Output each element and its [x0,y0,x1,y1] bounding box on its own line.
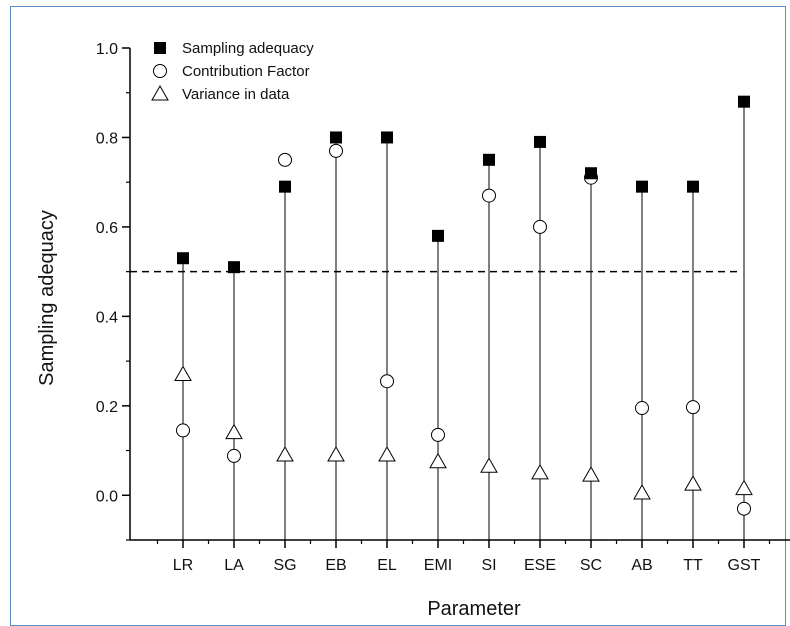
y-axis-title: Sampling adequacy [36,210,58,386]
circle-marker-emi [431,427,445,442]
triangle-marker-el [378,446,396,462]
square-marker-si [483,153,495,166]
square-marker-eb [330,131,342,144]
circle-marker-la [227,448,241,463]
triangle-marker-la [225,423,243,440]
stems-group [182,101,745,540]
square-marker-el [381,131,393,144]
square-marker-sc [585,167,597,180]
circle-marker-si [482,188,496,203]
x-tick-label-si: SI [481,557,496,574]
legend-marker-2 [153,64,167,78]
circle-marker-ese [533,219,547,234]
x-axis-title: Parameter [427,598,521,620]
x-tick-label-lr: LR [173,557,193,574]
triangle-marker-eb [327,446,345,462]
legend-marker-1 [154,42,166,54]
x-tick-label-sc: SC [580,557,602,574]
triangle-marker-sg [276,446,294,462]
square-marker-tt [687,180,699,193]
x-tick-label-el: EL [377,557,397,574]
x-tick-label-ese: ESE [524,557,556,574]
y-tick-label: 0.6 [96,220,118,237]
square-marker-sg [279,180,291,193]
markers-group [174,95,753,516]
axes-group: 0.0 0.2 0.4 0.6 0.8 1.0 LR LA SG EB EL EMI SI ESE SC AB… [96,41,790,574]
triangle-marker-ese [531,463,549,480]
triangle-marker-gst [735,479,753,496]
legend-label-2: Contribution Factor [182,63,310,80]
triangle-marker-si [480,457,498,473]
triangle-marker-emi [429,452,447,469]
y-tick-label: 0.4 [96,309,118,326]
circle-marker-gst [737,501,751,516]
legend-group: Sampling adequacy Contribution Factor Vari… [151,40,314,103]
y-tick-label: 1.0 [96,41,118,58]
circle-marker-tt [686,400,700,415]
circle-marker-ab [635,401,649,416]
triangle-marker-sc [582,466,600,482]
triangle-marker-lr [174,365,192,382]
y-tick-label: 0.0 [96,488,118,505]
circle-marker-sg [278,152,292,167]
square-marker-la [228,261,240,274]
x-tick-label-emi: EMI [424,557,452,574]
legend-label-3: Variance in data [182,86,290,103]
y-tick-label: 0.2 [96,399,118,416]
x-tick-label-eb: EB [325,557,346,574]
x-tick-label-tt: TT [683,557,703,574]
y-tick-label: 0.8 [96,130,118,147]
square-marker-gst [738,95,750,108]
circle-marker-lr [176,423,190,438]
legend-marker-3 [151,84,169,101]
circle-marker-eb [329,143,343,158]
circle-marker-el [380,374,394,389]
x-tick-label-ab: AB [631,557,652,574]
x-tick-label-la: LA [224,557,244,574]
square-marker-ese [534,135,546,148]
square-marker-lr [177,252,189,265]
triangle-marker-ab [633,484,651,500]
square-marker-ab [636,180,648,193]
legend-label-1: Sampling adequacy [182,40,314,57]
chart-frame [10,6,786,626]
x-tick-label-gst: GST [728,557,761,574]
square-marker-emi [432,229,444,242]
x-tick-label-sg: SG [273,557,296,574]
triangle-marker-tt [684,475,702,491]
